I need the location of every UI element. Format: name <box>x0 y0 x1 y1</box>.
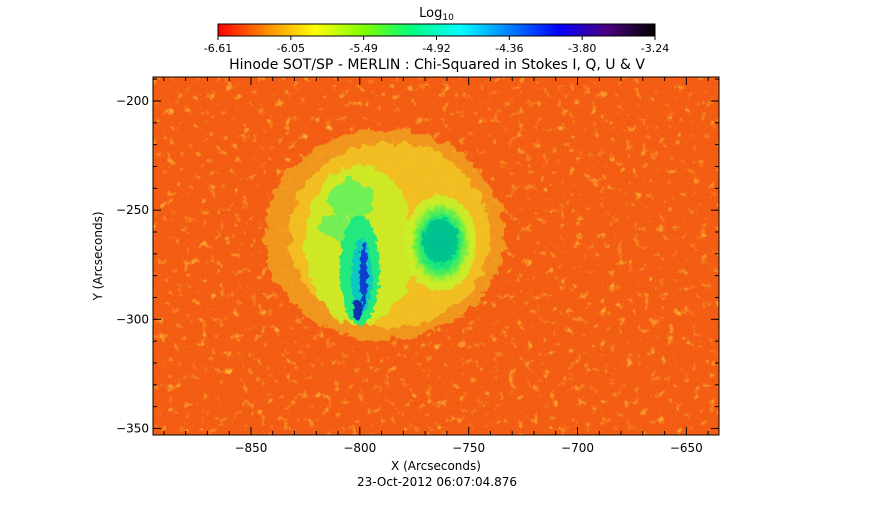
colorbar-tick-label: -6.61 <box>204 42 232 55</box>
y-axis-label: Y (Arcseconds) <box>91 211 105 301</box>
timestamp-label: 23-Oct-2012 06:07:04.876 <box>357 475 517 489</box>
sunspot <box>404 194 477 291</box>
x-tick-label: −650 <box>670 441 703 455</box>
heatmap-image <box>153 77 719 435</box>
y-tick-label: −250 <box>116 203 149 217</box>
plage-core <box>339 214 380 325</box>
colorbar-ticks: -6.61 -6.05 -5.49 -4.92 -4.36 -3.80 -3.24 <box>204 36 669 55</box>
x-tick-label: −750 <box>452 441 485 455</box>
colorbar-tick-label: -6.05 <box>277 42 305 55</box>
x-tick-label: −700 <box>561 441 594 455</box>
x-tick-label: −800 <box>343 441 376 455</box>
colorbar-tick-label: -3.80 <box>568 42 596 55</box>
x-tick-label: −850 <box>234 441 267 455</box>
colorbar-label-subscript: 10 <box>442 13 454 23</box>
colorbar-label: Log10 <box>419 6 454 23</box>
plot-frame <box>152 76 720 436</box>
x-axis-ticks: −850 −800 −750 −700 −650 <box>163 77 709 455</box>
y-tick-label: −350 <box>116 421 149 435</box>
y-tick-label: −300 <box>116 312 149 326</box>
colorbar-tick-label: -4.92 <box>422 42 450 55</box>
colorbar <box>217 23 656 37</box>
x-axis-label: X (Arcseconds) <box>391 459 481 473</box>
y-tick-label: −200 <box>116 94 149 108</box>
chart-title: Hinode SOT/SP - MERLIN : Chi-Squared in … <box>229 57 645 73</box>
colorbar-tick-label: -5.49 <box>349 42 377 55</box>
colorbar-tick-label: -4.36 <box>495 42 523 55</box>
colorbar-tick-label: -3.24 <box>641 42 669 55</box>
y-axis-ticks: −200 −250 −300 −350 <box>116 78 719 435</box>
colorbar-label-text: Log <box>419 6 442 21</box>
